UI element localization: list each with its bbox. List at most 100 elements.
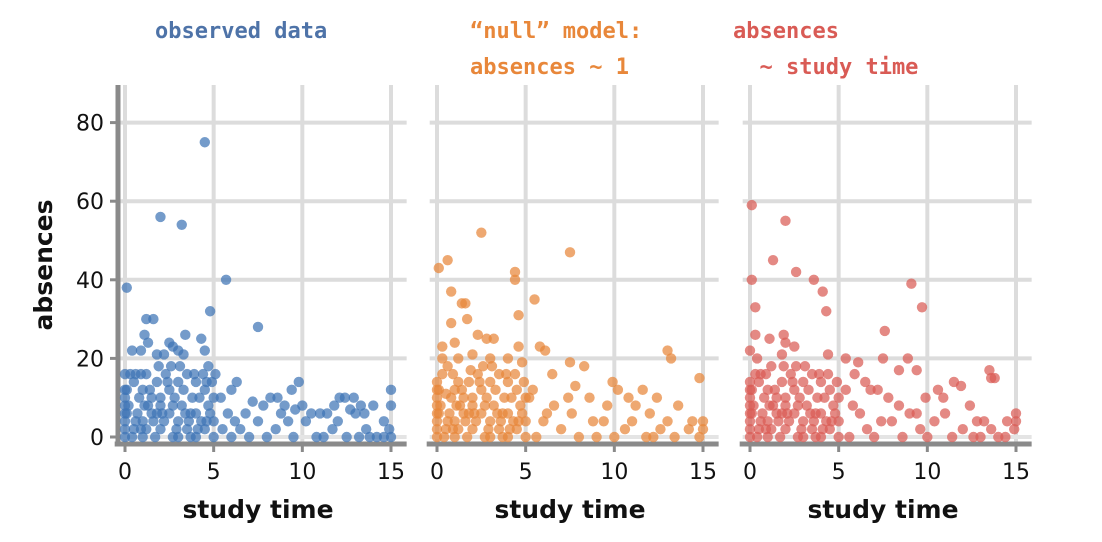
data-point xyxy=(158,349,170,360)
data-point xyxy=(810,431,821,443)
data-point xyxy=(252,416,264,427)
data-point xyxy=(463,408,475,419)
data-point xyxy=(789,341,800,352)
x-tick-label: 15 xyxy=(1002,460,1030,485)
data-point xyxy=(144,384,156,396)
data-point xyxy=(547,368,558,380)
data-point xyxy=(288,431,299,443)
data-point xyxy=(578,361,590,372)
data-point xyxy=(564,247,576,258)
panel-1: 0 5 10 15 0 20 40 60 80 study time absences observe… xyxy=(29,19,407,524)
data-point xyxy=(609,431,620,443)
data-point xyxy=(566,408,577,419)
data-point xyxy=(751,431,763,443)
data-point xyxy=(518,376,530,388)
y-tick-label: 40 xyxy=(76,269,104,294)
data-point xyxy=(467,423,478,435)
data-point xyxy=(744,416,756,427)
data-point xyxy=(796,423,807,435)
data-point xyxy=(196,333,207,344)
data-point xyxy=(922,431,933,443)
data-point xyxy=(794,392,805,403)
data-point xyxy=(662,416,673,427)
data-point xyxy=(148,416,159,427)
data-point xyxy=(123,400,134,411)
data-point xyxy=(445,392,457,403)
data-point xyxy=(180,329,191,341)
data-point xyxy=(502,376,514,388)
data-point xyxy=(445,317,457,329)
data-point xyxy=(612,384,624,396)
data-point xyxy=(502,353,514,364)
data-point xyxy=(893,400,905,411)
y-tick-label: 60 xyxy=(76,190,104,215)
data-point xyxy=(911,408,922,419)
data-point xyxy=(252,321,264,333)
x-tick-label: 0 xyxy=(430,460,444,485)
data-point xyxy=(744,392,756,403)
data-point xyxy=(286,384,297,396)
data-point xyxy=(815,376,827,388)
data-point xyxy=(755,416,766,427)
data-point xyxy=(348,392,359,403)
data-point xyxy=(808,416,820,427)
data-point xyxy=(939,408,951,419)
data-point xyxy=(470,416,482,427)
x-axis-title: study time xyxy=(494,495,645,524)
data-point xyxy=(463,376,475,388)
data-point xyxy=(515,400,526,411)
data-point xyxy=(746,274,757,285)
data-point xyxy=(911,364,922,376)
data-point xyxy=(465,364,476,376)
data-point xyxy=(229,416,241,427)
x-axis-title: study time xyxy=(807,495,958,524)
data-point xyxy=(798,431,809,443)
data-point xyxy=(844,431,855,443)
data-point xyxy=(744,376,756,388)
data-point xyxy=(451,400,462,411)
data-point xyxy=(160,368,171,380)
data-point xyxy=(619,423,631,435)
data-point xyxy=(683,423,695,435)
data-point xyxy=(149,431,161,443)
data-point xyxy=(520,392,531,403)
data-point xyxy=(190,408,202,419)
data-point xyxy=(861,423,873,435)
data-point xyxy=(488,333,499,344)
data-point xyxy=(318,431,329,443)
data-point xyxy=(438,431,450,443)
data-point xyxy=(822,368,834,380)
panel-3: 0 5 10 15 study time absences ~ study time xyxy=(733,19,1032,524)
data-point xyxy=(516,408,528,419)
data-point xyxy=(176,219,187,230)
data-point xyxy=(815,408,827,419)
data-point xyxy=(651,392,663,403)
data-point xyxy=(141,368,152,380)
data-point xyxy=(183,416,195,427)
data-point xyxy=(345,404,356,415)
data-point xyxy=(188,368,200,380)
data-point xyxy=(453,376,464,388)
data-point xyxy=(474,376,485,388)
data-point xyxy=(509,266,521,278)
data-point xyxy=(327,423,338,435)
data-point xyxy=(938,392,949,403)
data-point xyxy=(984,364,995,376)
data-point xyxy=(789,384,800,396)
data-point xyxy=(146,392,157,403)
data-point xyxy=(460,298,471,309)
data-point xyxy=(485,431,496,443)
data-point xyxy=(384,423,395,435)
data-point xyxy=(840,384,851,396)
data-point xyxy=(293,376,304,388)
data-point xyxy=(240,408,251,419)
data-point xyxy=(817,286,828,297)
data-point xyxy=(385,400,397,411)
data-point xyxy=(192,423,203,435)
data-point xyxy=(662,345,673,356)
data-point xyxy=(644,408,655,419)
data-point xyxy=(529,294,540,305)
data-point xyxy=(169,392,180,403)
data-point xyxy=(329,400,340,411)
data-point xyxy=(208,431,219,443)
